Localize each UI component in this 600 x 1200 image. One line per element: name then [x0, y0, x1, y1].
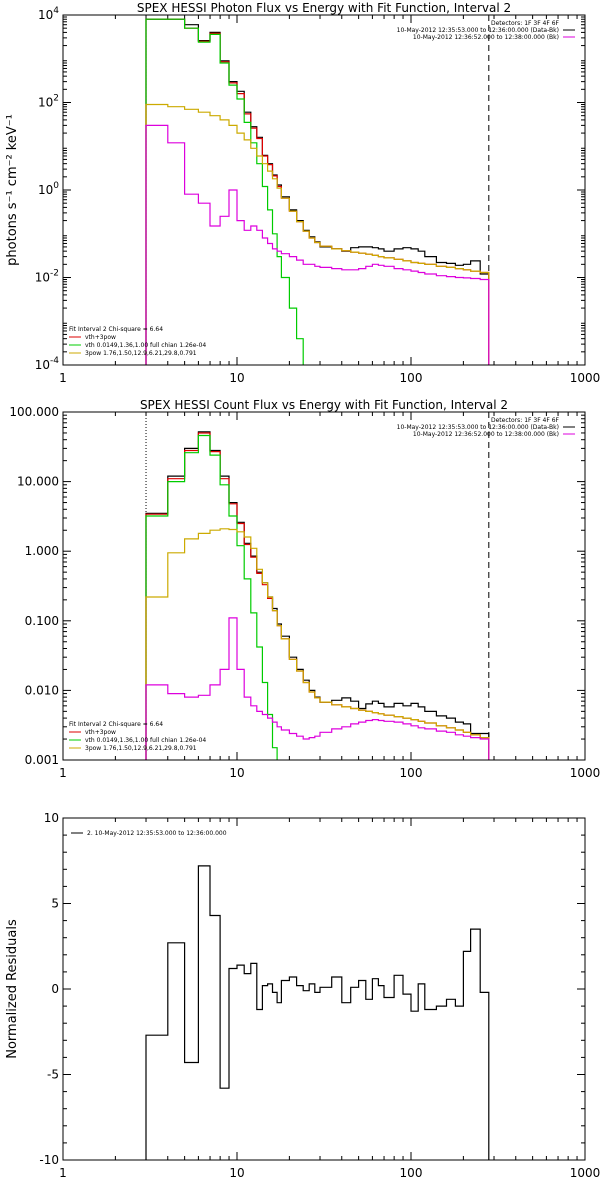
- y-tick-label: 1.000: [25, 544, 59, 558]
- legend-bottom-text: vth+3pow: [85, 334, 116, 341]
- legend-top-text: 10-May-2012 12:35:53.000 to 12:36:00.000…: [397, 27, 559, 34]
- series-line-4: [145, 528, 490, 760]
- y-tick-label: -5: [47, 1068, 59, 1082]
- series-line-2: [145, 18, 490, 365]
- legend-bottom-text: 3pow 1.76,1.50,12.9,6.21,29.8,0.791: [85, 745, 197, 752]
- plot-frame: [62, 411, 586, 761]
- x-tick-label: 100: [400, 766, 423, 780]
- x-tick-label: 10: [229, 1166, 244, 1180]
- y-axis-label: Normalized Residuals: [5, 919, 20, 1059]
- y-tick-label: 102: [38, 94, 59, 110]
- series-line-5: [145, 617, 490, 760]
- y-tick-label: 5: [51, 897, 59, 911]
- x-tick-label: 1000: [570, 371, 600, 385]
- series-group: [145, 431, 490, 760]
- chart-panel-2: SPEX HESSI Count Flux vs Energy with Fit…: [9, 398, 600, 780]
- series-line-1: [145, 18, 490, 365]
- y-tick-label: 10-2: [35, 269, 59, 285]
- legend-top-text: 10-May-2012 12:35:53.000 to 12:36:00.000…: [397, 424, 559, 431]
- series-group: [145, 18, 490, 365]
- y-tick-label: 0.010: [25, 683, 59, 697]
- x-tick-label: 1000: [570, 1166, 600, 1180]
- series-line-4: [145, 103, 490, 365]
- series-group: [145, 865, 490, 1160]
- series-line-3: [145, 18, 304, 365]
- series-line-2: [145, 432, 490, 760]
- legend-bottom-text: vth 0.0149,1.36,1.00 full chian 1.26e-04: [85, 737, 206, 744]
- legend-top-text: 10-May-2012 12:36:52.000 to 12:38:00.000…: [413, 34, 559, 41]
- series-line-1: [145, 431, 490, 760]
- legend-bottom-text: vth 0.0149,1.36,1.00 full chian 1.26e-04: [85, 342, 206, 349]
- legend-text: 2. 10-May-2012 12:35:53.000 to 12:36:00.…: [87, 830, 227, 837]
- legend-bottom-text: Fit Interval 2 Chi-square = 6.64: [69, 326, 163, 333]
- series-line-5: [145, 124, 490, 365]
- y-tick-label: 0: [51, 982, 59, 996]
- legend-top-text: 10-May-2012 12:36:52.000 to 12:38:00.000…: [413, 431, 559, 438]
- legend-top-text: Detectors: 1F 3F 4F 6F: [491, 20, 560, 27]
- x-tick-label: 1: [59, 766, 67, 780]
- x-tick-label: 100: [400, 1166, 423, 1180]
- series-line-3: [145, 434, 290, 760]
- x-tick-label: 1: [59, 371, 67, 385]
- x-tick-label: 1: [59, 1166, 67, 1180]
- y-tick-label: -10: [39, 1153, 59, 1167]
- chart-panel-3: Normalized Residuals 1 10 100 1000 -10 -5 0 5 10 2…: [5, 811, 600, 1180]
- y-tick-label: 100: [38, 181, 59, 197]
- x-tick-label: 10: [229, 766, 244, 780]
- chart-title: SPEX HESSI Count Flux vs Energy with Fit…: [140, 398, 508, 412]
- y-tick-label: 10: [44, 811, 59, 825]
- y-tick-label: 0.001: [25, 753, 59, 767]
- legend-bottom-text: 3pow 1.76,1.50,12.9,6.21,29.8,0.791: [85, 350, 197, 357]
- x-tick-label: 10: [229, 371, 244, 385]
- y-tick-label: 100.000: [9, 405, 59, 419]
- legend-top-text: Detectors: 1F 3F 4F 6F: [491, 417, 560, 424]
- x-tick-label: 1000: [570, 766, 600, 780]
- plot-frame: [62, 817, 586, 1161]
- y-tick-label: 0.100: [25, 614, 59, 628]
- plot-frame: [62, 14, 586, 366]
- series-line-1: [145, 865, 490, 1160]
- legend-bottom-text: Fit Interval 2 Chi-square = 6.64: [69, 721, 163, 728]
- y-tick-label: 10-4: [35, 356, 60, 372]
- y-axis-label: photons s⁻¹ cm⁻² keV⁻¹: [5, 114, 20, 266]
- y-tick-label: 104: [38, 6, 59, 22]
- x-tick-label: 100: [400, 371, 423, 385]
- chart-panel-1: SPEX HESSI Photon Flux vs Energy with Fi…: [5, 1, 600, 385]
- y-tick-label: 10.000: [17, 475, 59, 489]
- legend-bottom-text: vth+3pow: [85, 729, 116, 736]
- chart-title: SPEX HESSI Photon Flux vs Energy with Fi…: [137, 1, 511, 15]
